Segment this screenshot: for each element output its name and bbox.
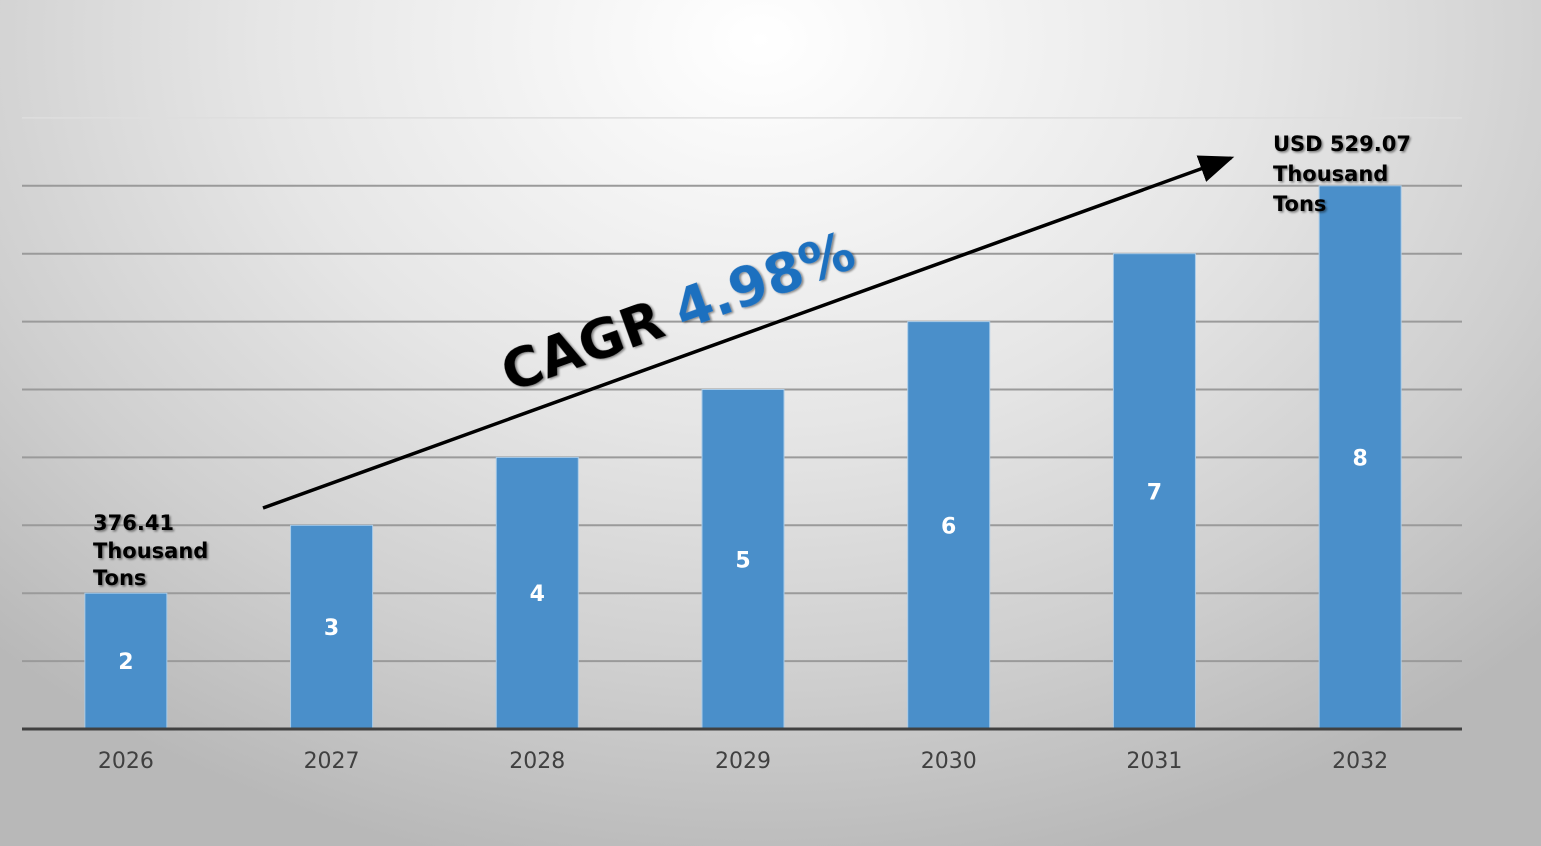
x-tick-label: 2028: [509, 749, 565, 774]
end-unit-2: Tons: [1273, 192, 1326, 216]
start-value: 376.41: [93, 511, 174, 535]
x-tick-label: 2027: [304, 749, 360, 774]
x-tick-label: 2032: [1332, 749, 1388, 774]
start-unit-1: Thousand: [93, 539, 208, 563]
data-label: 6: [941, 514, 956, 539]
data-label: 7: [1147, 480, 1162, 505]
end-unit-1: Thousand: [1273, 162, 1388, 186]
start-value-annotation: 376.41 Thousand Tons: [93, 511, 216, 590]
x-tick-label: 2026: [98, 749, 154, 774]
x-tick-label: 2030: [921, 749, 977, 774]
x-tick-label: 2029: [715, 749, 771, 774]
data-label: 4: [530, 582, 545, 607]
data-label: 3: [324, 616, 339, 641]
data-label: 2: [118, 650, 133, 675]
cagr-label: CAGR: [493, 288, 672, 404]
end-value-annotation: USD 529.07 Thousand Tons: [1273, 132, 1418, 216]
end-value: USD 529.07: [1273, 132, 1411, 156]
x-tick-label: 2031: [1126, 749, 1182, 774]
start-unit-2: Tons: [93, 566, 146, 590]
bar-2031: [1112, 253, 1196, 730]
data-label: 8: [1352, 446, 1367, 471]
bar-2032: [1318, 185, 1402, 730]
bar-2026: [84, 592, 168, 730]
cagr-value: 4.98%: [665, 219, 863, 342]
growth-arrow: [262, 155, 1235, 510]
data-label: 5: [735, 548, 750, 573]
